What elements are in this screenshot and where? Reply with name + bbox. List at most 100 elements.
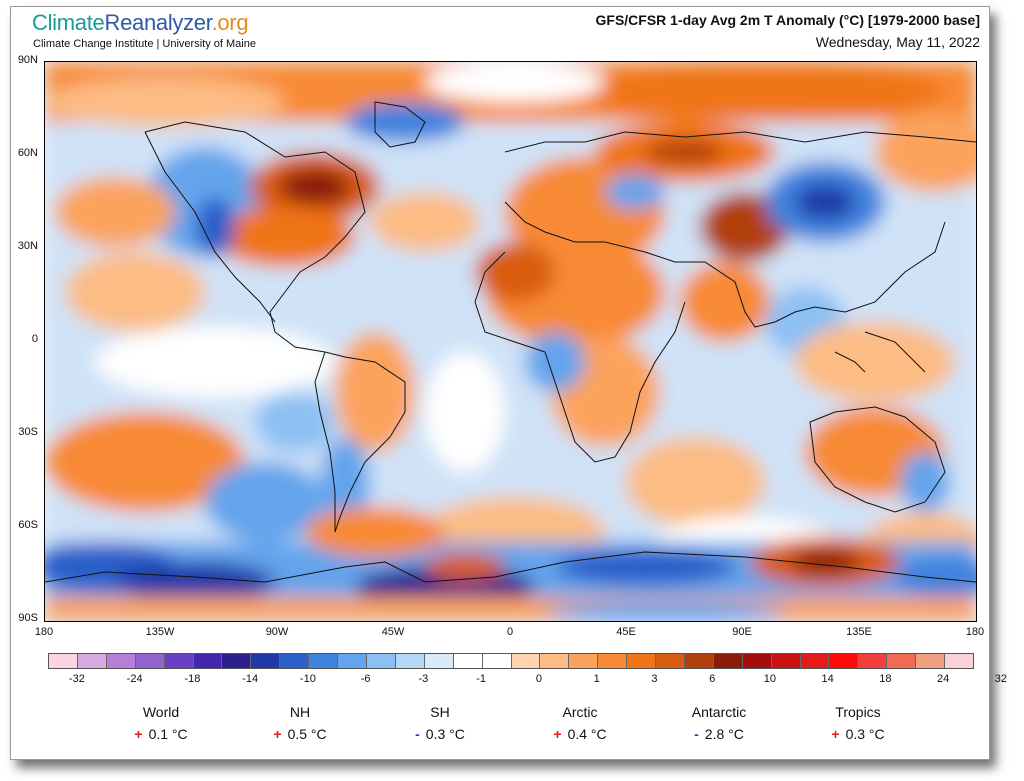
color-swatch — [800, 654, 830, 668]
color-swatch — [309, 654, 339, 668]
lon-label: 90E — [732, 626, 752, 638]
stat-name: NH — [289, 704, 311, 720]
color-scale-bar — [48, 653, 974, 669]
stat-sign: - — [415, 726, 420, 742]
color-scale-tick: -10 — [299, 673, 316, 685]
color-swatch — [77, 654, 107, 668]
color-scale-tick: -3 — [418, 673, 429, 685]
anomaly-map-canvas — [45, 62, 976, 621]
color-scale-tick: -14 — [242, 673, 259, 685]
stat-value-row: +0.5 °C — [230, 726, 370, 742]
lon-label: 135W — [145, 626, 175, 638]
color-scale-tick: 6 — [709, 673, 716, 685]
color-swatch — [945, 654, 973, 668]
color-swatch — [49, 654, 78, 668]
color-scale-tick: 1 — [593, 673, 600, 685]
color-swatch — [366, 654, 396, 668]
color-scale-tick: 24 — [937, 673, 950, 685]
stat-sign: - — [694, 726, 699, 742]
color-swatch — [453, 654, 483, 668]
stat-value: 0.3 °C — [425, 726, 465, 742]
color-swatch — [395, 654, 425, 668]
lon-label: 180 — [965, 626, 985, 638]
stat-nh: NH +0.5 °C — [230, 704, 370, 742]
brand-part-3: .org — [211, 10, 249, 35]
stat-name: Arctic — [562, 704, 598, 720]
color-swatch — [598, 654, 628, 668]
lat-label: 90S — [18, 612, 38, 624]
stat-sign: + — [831, 726, 840, 742]
stat-sign: + — [273, 726, 282, 742]
brand-subtitle: Climate Change Institute | University of… — [33, 38, 256, 50]
stat-arctic: Arctic +0.4 °C — [510, 704, 650, 742]
color-swatch — [338, 654, 367, 668]
lat-label: 30S — [18, 426, 38, 438]
color-swatch — [656, 654, 685, 668]
brand-logo[interactable]: ClimateReanalyzer.org — [32, 10, 249, 36]
color-swatch — [627, 654, 657, 668]
brand-part-2: Reanalyzer — [104, 10, 212, 35]
color-swatch — [222, 654, 252, 668]
stat-value-row: -2.8 °C — [649, 726, 789, 742]
stat-world: World +0.1 °C — [91, 704, 231, 742]
stat-name: Tropics — [835, 704, 881, 720]
color-swatch — [858, 654, 888, 668]
color-swatch — [684, 654, 714, 668]
color-swatch — [251, 654, 281, 668]
color-swatch — [742, 654, 772, 668]
stat-name: Antarctic — [691, 704, 747, 720]
lat-label: 60N — [17, 147, 38, 159]
stat-value: 0.4 °C — [567, 726, 607, 742]
stat-sign: + — [553, 726, 562, 742]
color-swatch — [887, 654, 917, 668]
anomaly-field — [45, 62, 976, 621]
lat-label: 90N — [17, 54, 38, 66]
stat-value: 2.8 °C — [704, 726, 744, 742]
color-swatch — [106, 654, 136, 668]
color-swatch — [424, 654, 454, 668]
stat-value: 0.3 °C — [845, 726, 885, 742]
stat-antarctic: Antarctic -2.8 °C — [649, 704, 789, 742]
color-scale-tick: -24 — [126, 673, 143, 685]
color-swatch — [511, 654, 541, 668]
color-swatch — [569, 654, 599, 668]
stat-value-row: -0.3 °C — [370, 726, 510, 742]
anomaly-map — [44, 61, 977, 622]
color-swatch — [713, 654, 743, 668]
lat-label: 0 — [31, 333, 38, 345]
color-swatch — [135, 654, 165, 668]
color-scale-tick: 18 — [879, 673, 892, 685]
color-swatch — [916, 654, 946, 668]
color-scale-tick: -18 — [184, 673, 201, 685]
stat-sh: SH -0.3 °C — [370, 704, 510, 742]
color-swatch — [164, 654, 194, 668]
stat-value-row: +0.3 °C — [788, 726, 928, 742]
map-date: Wednesday, May 11, 2022 — [815, 34, 980, 50]
stat-name: World — [142, 704, 180, 720]
color-swatch — [482, 654, 512, 668]
color-swatch — [540, 654, 570, 668]
color-scale-tick: 10 — [763, 673, 776, 685]
stat-value-row: +0.4 °C — [510, 726, 650, 742]
stat-value: 0.5 °C — [287, 726, 327, 742]
stat-name: SH — [430, 704, 450, 720]
color-scale-tick: 0 — [535, 673, 542, 685]
brand-part-1: Climate — [32, 10, 105, 35]
lon-label: 0 — [506, 626, 514, 638]
color-scale-tick: -6 — [360, 673, 371, 685]
lon-label: 45W — [381, 626, 405, 638]
lat-label: 30N — [17, 240, 38, 252]
color-swatch — [193, 654, 223, 668]
coastlines — [45, 101, 976, 583]
stat-sign: + — [134, 726, 143, 742]
color-swatch — [771, 654, 801, 668]
stat-value-row: +0.1 °C — [91, 726, 231, 742]
color-scale-tick: -1 — [476, 673, 487, 685]
lon-label: 180 — [34, 626, 54, 638]
lon-label: 45E — [616, 626, 636, 638]
color-scale-tick: -32 — [68, 673, 85, 685]
color-scale-tick: 32 — [994, 673, 1007, 685]
lon-label: 135E — [846, 626, 872, 638]
map-title: GFS/CFSR 1-day Avg 2m T Anomaly (°C) [19… — [595, 12, 981, 28]
lat-label: 60S — [18, 519, 38, 531]
